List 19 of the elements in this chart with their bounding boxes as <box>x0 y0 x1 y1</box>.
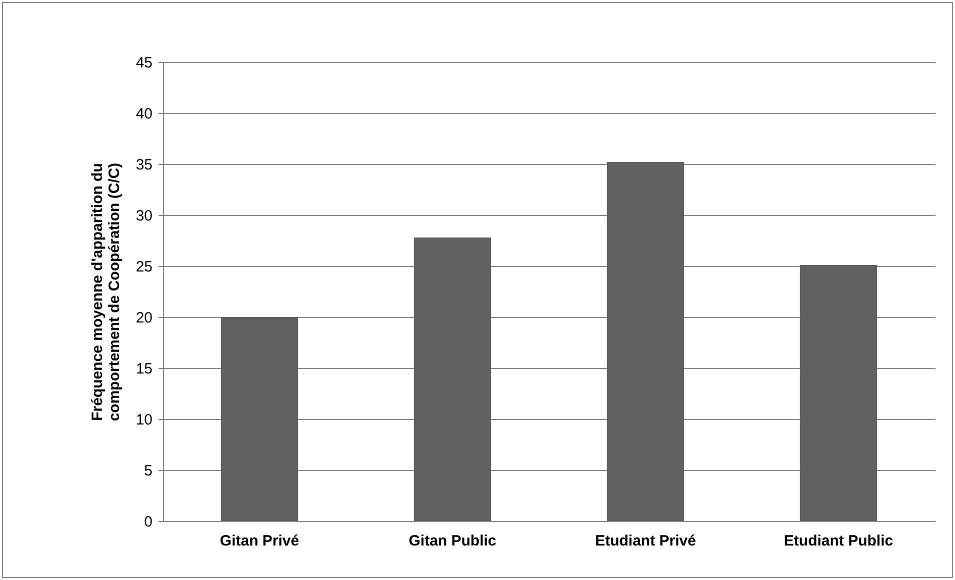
y-tick-label: 15 <box>136 360 152 378</box>
y-axis-title: Fréquence moyenne d'apparition du comportement de Coopération (C/C) <box>88 162 123 422</box>
bar <box>606 162 684 521</box>
bar <box>800 264 878 521</box>
y-tick-label: 20 <box>136 310 152 326</box>
x-tick-label: Etudiant Public <box>784 532 894 550</box>
y-tick-label: 5 <box>144 462 152 480</box>
y-tick-label: 0 <box>144 514 152 530</box>
x-tick-label: Gitan Privé <box>220 532 300 550</box>
y-tick-label: 45 <box>136 54 152 72</box>
y-tick-label: 40 <box>136 106 152 122</box>
y-tick-label: 10 <box>136 412 152 428</box>
bar <box>220 317 298 521</box>
x-tick-label: Gitan Public <box>408 532 496 550</box>
y-tick-label: 25 <box>136 258 152 276</box>
bar <box>414 237 492 521</box>
x-tick-label: Etudiant Privé <box>595 532 696 550</box>
y-tick-label: 30 <box>136 208 152 224</box>
y-tick-label: 35 <box>136 156 152 174</box>
